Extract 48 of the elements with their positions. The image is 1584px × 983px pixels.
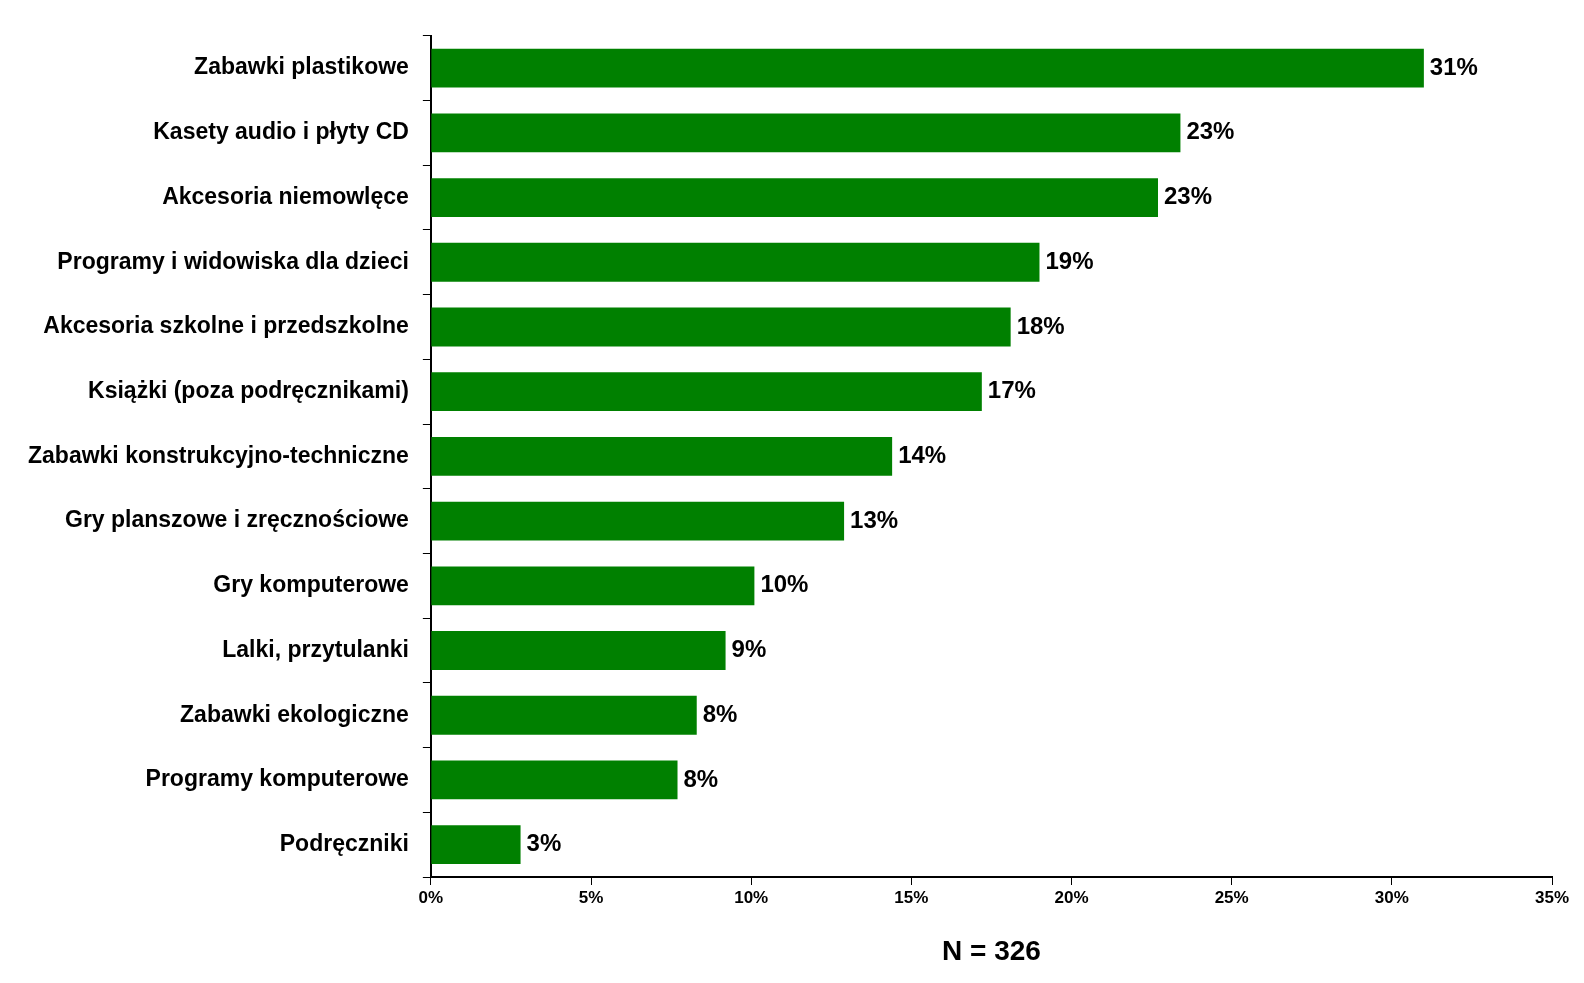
bar	[431, 113, 1181, 153]
bar	[431, 631, 726, 670]
bar	[431, 242, 1040, 282]
y-tick-label: Podręczniki	[279, 829, 409, 856]
bar	[431, 825, 521, 865]
x-tick-label: 30%	[1374, 887, 1409, 907]
data-label: 10%	[760, 570, 809, 598]
bar	[431, 501, 845, 541]
data-label: 23%	[1186, 117, 1235, 145]
x-tick-label: 35%	[1534, 887, 1570, 907]
bar	[431, 307, 1011, 347]
y-tick-label: Książki (poza podręcznikami)	[88, 377, 409, 404]
y-tick-label: Gry komputerowe	[213, 571, 409, 598]
x-tick-label: 15%	[894, 887, 929, 907]
y-tick-label: Lalki, przytulanki	[222, 635, 409, 662]
data-label: 19%	[1045, 246, 1094, 274]
data-label: 3%	[526, 829, 562, 857]
data-label: 14%	[898, 441, 947, 469]
y-tick-label: Gry planszowe i zręcznościowe	[65, 506, 409, 533]
data-label: 13%	[850, 505, 899, 533]
bar	[431, 436, 893, 476]
bar	[431, 48, 1424, 88]
x-tick-label: 20%	[1054, 887, 1089, 907]
data-label: 9%	[731, 635, 767, 663]
x-tick-label: 0%	[418, 887, 444, 907]
y-tick-label: Akcesoria szkolne i przedszkolne	[43, 312, 409, 339]
x-tick-label: 25%	[1214, 887, 1249, 907]
y-tick-label: Zabawki ekologiczne	[180, 700, 409, 727]
y-tick-label: Programy i widowiska dla dzieci	[57, 247, 409, 274]
y-tick-label: Zabawki konstrukcyjno-techniczne	[28, 441, 409, 468]
x-axis-title: N = 326	[942, 934, 1041, 966]
bar	[431, 695, 697, 735]
bar	[431, 178, 1158, 217]
y-tick-label: Programy komputerowe	[145, 765, 409, 792]
bar	[431, 760, 678, 800]
data-label: 8%	[683, 764, 719, 792]
y-tick-label: Zabawki plastikowe	[194, 53, 409, 80]
y-tick-label: Kasety audio i płyty CD	[153, 118, 409, 145]
data-label: 8%	[702, 699, 738, 727]
x-tick-label: 10%	[734, 887, 769, 907]
x-tick-label: 5%	[578, 887, 604, 907]
y-tick-label: Akcesoria niemowlęce	[162, 182, 409, 209]
data-label: 23%	[1164, 182, 1213, 210]
data-label: 18%	[1016, 311, 1065, 339]
data-label: 17%	[987, 376, 1036, 404]
bar	[431, 372, 982, 412]
bar	[431, 566, 755, 606]
data-label: 31%	[1429, 52, 1478, 80]
